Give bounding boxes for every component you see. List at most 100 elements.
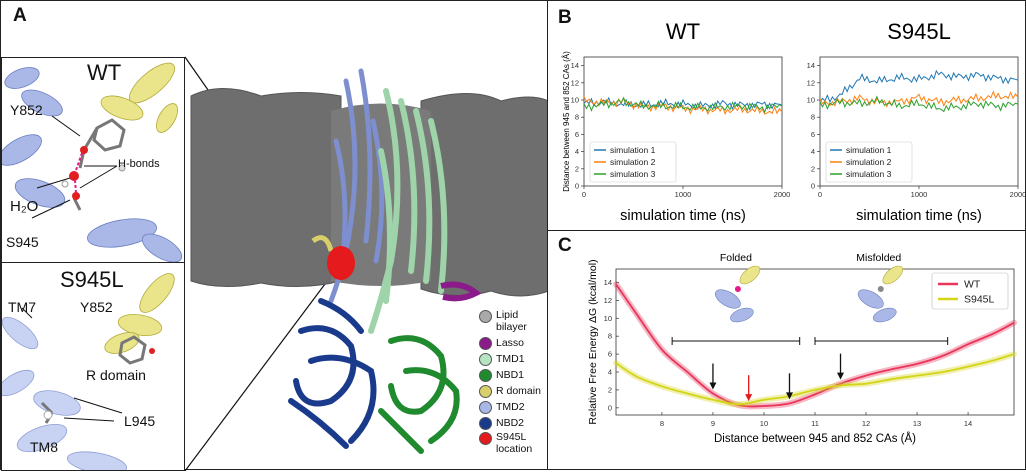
y-tick-label: 14 <box>571 61 579 70</box>
wt-inset: WT Y852 H-bonds H₂O S945 <box>0 57 185 263</box>
legend-item: NBD1 <box>479 367 549 383</box>
y-tick-label: 6 <box>811 130 815 139</box>
y-tick-label: 0 <box>811 182 815 191</box>
legend-swatch <box>479 336 492 350</box>
legend-item: R domain <box>479 383 549 399</box>
x-tick-label: 10 <box>760 419 768 428</box>
legend-swatch <box>479 416 492 430</box>
legend-label: S945L <box>964 294 995 306</box>
panel-a: A <box>0 0 549 475</box>
helix-blue <box>714 289 741 309</box>
panel-b: B WT 0 2 4 6 8 10 12 14 0 1000 2000 simulation time … <box>547 0 1026 231</box>
y-tick-label: 6 <box>575 130 579 139</box>
y-tick-label: 8 <box>811 113 815 122</box>
legend-label: WT <box>964 279 981 291</box>
residue <box>877 286 884 292</box>
folded-label: Folded <box>720 252 752 264</box>
panel-c-chart: 0 2 4 6 8 10 12 14 8 9 10 11 12 13 14 Distance between … <box>587 252 1017 445</box>
y-tick-label: 10 <box>807 96 815 105</box>
legend-label: simulation 3 <box>610 169 656 179</box>
legend-label: TMD2 <box>496 401 525 413</box>
series-line-2 <box>583 96 783 116</box>
helix-blue <box>857 289 884 309</box>
y-tick-label: 10 <box>571 96 579 105</box>
y-tick-label: 12 <box>807 78 815 87</box>
chart-legend: simulation 1 simulation 2 simulation 3 <box>589 141 677 183</box>
y-tick-label: 12 <box>571 78 579 87</box>
legend-label: simulation 2 <box>610 157 656 167</box>
y-tick-label: 8 <box>575 113 579 122</box>
legend-item: S945L location <box>479 431 549 457</box>
x-tick-label: 11 <box>811 419 819 428</box>
chart-legend: simulation 1 simulation 2 simulation 3 <box>825 141 913 183</box>
state-bracket <box>671 337 801 345</box>
legend-label: S945L location <box>496 431 533 455</box>
legend-swatch <box>479 400 492 414</box>
legend-box <box>589 141 677 183</box>
y-tick-label: 12 <box>604 296 612 305</box>
legend-label: NBD1 <box>496 369 525 381</box>
helix-yellow <box>882 265 904 285</box>
y-tick-label: 2 <box>575 164 579 173</box>
x-tick-label: 9 <box>711 419 715 428</box>
series-line-1 <box>615 283 1015 408</box>
legend-label: simulation 1 <box>846 145 892 155</box>
legend-item: TMD1 <box>479 351 549 367</box>
x-tick-label: 13 <box>913 419 921 428</box>
legend-label: NBD2 <box>496 417 525 429</box>
y-tick-label: 4 <box>608 368 612 377</box>
state-bracket <box>814 337 949 345</box>
s945l-label-rdomain: R domain <box>86 367 146 383</box>
x-tick-label: 12 <box>862 419 870 428</box>
x-tick-label: 2000 <box>1010 190 1025 199</box>
helix-blue <box>730 307 754 323</box>
y-tick-label: 6 <box>608 350 612 359</box>
legend-swatch <box>479 432 492 445</box>
wt-label-hbonds: H-bonds <box>118 158 160 170</box>
x-tick-label: 8 <box>660 419 664 428</box>
minimum-arrow-head <box>709 382 717 390</box>
legend-label: Lipid bilayer <box>496 309 527 333</box>
legend-swatch <box>479 368 492 382</box>
series-line-2 <box>819 90 1019 108</box>
y-tick-label: 0 <box>575 182 579 191</box>
legend-item: Lasso <box>479 335 549 351</box>
legend-box <box>825 141 913 183</box>
legend-label: simulation 1 <box>610 145 656 155</box>
legend-swatch <box>479 384 492 398</box>
y-axis-label: Relative Free Energy ΔG (kcal/mol) <box>587 259 599 424</box>
s945l-label-y852: Y852 <box>80 299 113 315</box>
helix-yellow <box>739 265 761 285</box>
x-axis-label: simulation time (ns) <box>620 208 746 224</box>
y-tick-label: 8 <box>608 332 612 341</box>
panel-c: C 0 2 4 6 8 10 12 14 8 9 10 11 12 13 14 Distance betwee… <box>547 230 1026 470</box>
legend-item: TMD2 <box>479 399 549 415</box>
legend-swatch <box>479 310 492 323</box>
s945l-label-tm7: TM7 <box>8 299 36 315</box>
residue <box>734 286 741 292</box>
s945l-label-l945: L945 <box>124 413 156 429</box>
series-line-3 <box>819 95 1019 113</box>
s945l-label-tm8: TM8 <box>30 439 58 455</box>
x-tick-label: 14 <box>964 419 972 428</box>
s945l-structure-image <box>0 273 175 475</box>
legend-label: R domain <box>496 385 541 397</box>
wt-label-water: H₂O <box>10 198 39 215</box>
y-tick-label: 4 <box>575 147 579 156</box>
y-axis-label: Distance between 945 and 852 CAs (Å) <box>562 51 571 192</box>
panel-c-label: C <box>558 235 572 256</box>
minimum-arrow-head <box>745 394 753 402</box>
series-line-1 <box>583 96 783 111</box>
chart-legend: WT S945L <box>931 272 1009 310</box>
x-tick-label: 1000 <box>675 190 692 199</box>
series-line-3 <box>583 96 783 114</box>
y-tick-label: 0 <box>608 403 612 412</box>
x-axis-label: Distance between 945 and 852 CAs (Å) <box>714 432 916 445</box>
folded-structure-thumbnail <box>714 265 761 323</box>
x-tick-label: 1000 <box>911 190 928 199</box>
minimum-arrow-head <box>837 372 845 380</box>
panel-a-legend: Lipid bilayer Lasso TMD1 NBD1 R domain T… <box>479 309 549 457</box>
x-tick-label: 0 <box>818 190 822 199</box>
y-tick-label: 14 <box>807 61 815 70</box>
s945l-inset: S945L TM7 Y852 R domain L945 TM8 <box>0 262 185 475</box>
